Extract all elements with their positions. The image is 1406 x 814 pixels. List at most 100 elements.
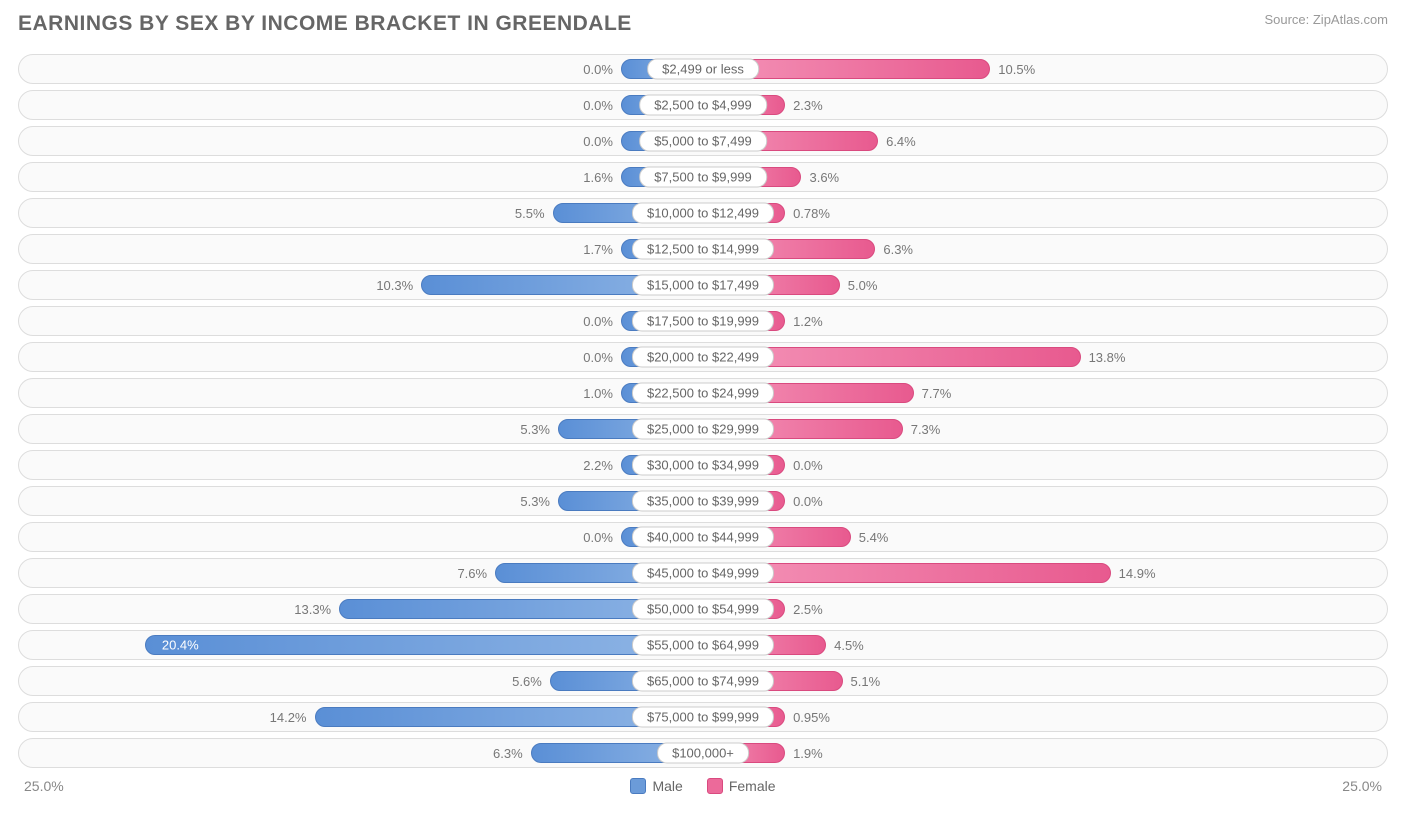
category-label: $2,499 or less <box>647 59 759 80</box>
female-half: 6.4% <box>703 127 1387 155</box>
category-label: $20,000 to $22,499 <box>632 347 774 368</box>
category-label: $35,000 to $39,999 <box>632 491 774 512</box>
category-label: $5,000 to $7,499 <box>639 131 767 152</box>
female-half: 1.2% <box>703 307 1387 335</box>
male-half: 5.3% <box>19 487 703 515</box>
chart-row: 0.0%1.2%$17,500 to $19,999 <box>18 306 1388 336</box>
male-value-label: 1.7% <box>575 242 621 257</box>
male-half: 5.5% <box>19 199 703 227</box>
chart-row: 0.0%5.4%$40,000 to $44,999 <box>18 522 1388 552</box>
chart-row: 1.7% 6.3% $12,500 to $14,999 <box>18 234 1388 264</box>
male-half: 10.3% <box>19 271 703 299</box>
female-half: 5.1% <box>703 667 1387 695</box>
female-value-label: 6.4% <box>878 134 924 149</box>
female-half: 2.3% <box>703 91 1387 119</box>
female-value-label: 0.0% <box>785 494 831 509</box>
male-half: 0.0% <box>19 307 703 335</box>
male-half: 7.6% <box>19 559 703 587</box>
male-half: 0.0% <box>19 91 703 119</box>
category-label: $15,000 to $17,499 <box>632 275 774 296</box>
male-half: 0.0% <box>19 55 703 83</box>
female-half: 10.5% <box>703 55 1387 83</box>
chart-row: 14.2% 0.95% $75,000 to $99,999 <box>18 702 1388 732</box>
category-label: $45,000 to $49,999 <box>632 563 774 584</box>
category-label: $65,000 to $74,999 <box>632 671 774 692</box>
male-bar: 20.4% <box>145 635 703 655</box>
female-half: 0.78% <box>703 199 1387 227</box>
female-half: 4.5% <box>703 631 1387 659</box>
female-half: 14.9% <box>703 559 1387 587</box>
female-value-label: 13.8% <box>1081 350 1134 365</box>
male-half: 2.2% <box>19 451 703 479</box>
male-value-label: 2.2% <box>575 458 621 473</box>
category-label: $75,000 to $99,999 <box>632 707 774 728</box>
category-label: $7,500 to $9,999 <box>639 167 767 188</box>
female-half: 2.5% <box>703 595 1387 623</box>
legend-item-female: Female <box>707 778 776 794</box>
male-value-label: 20.4% <box>154 638 207 653</box>
female-half: 6.3% <box>703 235 1387 263</box>
male-half: 0.0% <box>19 343 703 371</box>
male-value-label: 0.0% <box>575 530 621 545</box>
chart-row: 20.4%4.5%$55,000 to $64,999 <box>18 630 1388 660</box>
male-half: 1.7% <box>19 235 703 263</box>
male-value-label: 13.3% <box>286 602 339 617</box>
chart-row: 1.0%7.7%$22,500 to $24,999 <box>18 378 1388 408</box>
chart-row: 10.3% 5.0% $15,000 to $17,499 <box>18 270 1388 300</box>
female-value-label: 6.3% <box>875 242 921 257</box>
category-label: $22,500 to $24,999 <box>632 383 774 404</box>
female-value-label: 5.0% <box>840 278 886 293</box>
chart-title: EARNINGS BY SEX BY INCOME BRACKET IN GRE… <box>18 12 632 36</box>
female-half: 7.7% <box>703 379 1387 407</box>
female-value-label: 2.3% <box>785 98 831 113</box>
female-value-label: 0.0% <box>785 458 831 473</box>
chart-row: 2.2%0.0%$30,000 to $34,999 <box>18 450 1388 480</box>
male-value-label: 7.6% <box>449 566 495 581</box>
female-half: 5.0% <box>703 271 1387 299</box>
male-half: 0.0% <box>19 127 703 155</box>
female-half: 7.3% <box>703 415 1387 443</box>
chart-row: 0.0% 2.3% $2,500 to $4,999 <box>18 90 1388 120</box>
category-label: $25,000 to $29,999 <box>632 419 774 440</box>
male-value-label: 14.2% <box>262 710 315 725</box>
female-value-label: 7.3% <box>903 422 949 437</box>
category-label: $12,500 to $14,999 <box>632 239 774 260</box>
female-value-label: 10.5% <box>990 62 1043 77</box>
male-value-label: 0.0% <box>575 314 621 329</box>
male-half: 20.4% <box>19 631 703 659</box>
female-swatch-icon <box>707 778 723 794</box>
female-half: 13.8% <box>703 343 1387 371</box>
chart-row: 0.0% 13.8% $20,000 to $22,499 <box>18 342 1388 372</box>
diverging-bar-chart: 0.0%10.5%$2,499 or less0.0%2.3%$2,500 to… <box>18 54 1388 768</box>
chart-source: Source: ZipAtlas.com <box>1264 12 1388 27</box>
female-half: 0.0% <box>703 487 1387 515</box>
category-label: $2,500 to $4,999 <box>639 95 767 116</box>
female-half: 1.9% <box>703 739 1387 767</box>
male-value-label: 5.6% <box>504 674 550 689</box>
chart-row: 7.6% 14.9%$45,000 to $49,999 <box>18 558 1388 588</box>
axis-label-left: 25.0% <box>24 778 64 794</box>
chart-footer: 25.0% Male Female 25.0% <box>18 778 1388 794</box>
female-value-label: 0.95% <box>785 710 838 725</box>
chart-header: EARNINGS BY SEX BY INCOME BRACKET IN GRE… <box>18 12 1388 36</box>
male-value-label: 10.3% <box>368 278 421 293</box>
female-value-label: 3.6% <box>801 170 847 185</box>
female-half: 3.6% <box>703 163 1387 191</box>
chart-row: 5.5%0.78%$10,000 to $12,499 <box>18 198 1388 228</box>
female-value-label: 1.9% <box>785 746 831 761</box>
chart-row: 6.3%1.9%$100,000+ <box>18 738 1388 768</box>
male-half: 14.2% <box>19 703 703 731</box>
male-swatch-icon <box>630 778 646 794</box>
chart-row: 5.3% 7.3% $25,000 to $29,999 <box>18 414 1388 444</box>
male-value-label: 6.3% <box>485 746 531 761</box>
male-half: 6.3% <box>19 739 703 767</box>
male-value-label: 0.0% <box>575 98 621 113</box>
chart-legend: Male Female <box>630 778 775 794</box>
category-label: $50,000 to $54,999 <box>632 599 774 620</box>
female-value-label: 5.1% <box>843 674 889 689</box>
chart-row: 1.6%3.6%$7,500 to $9,999 <box>18 162 1388 192</box>
female-value-label: 1.2% <box>785 314 831 329</box>
chart-row: 5.6% 5.1% $65,000 to $74,999 <box>18 666 1388 696</box>
male-half: 5.3% <box>19 415 703 443</box>
male-half: 5.6% <box>19 667 703 695</box>
